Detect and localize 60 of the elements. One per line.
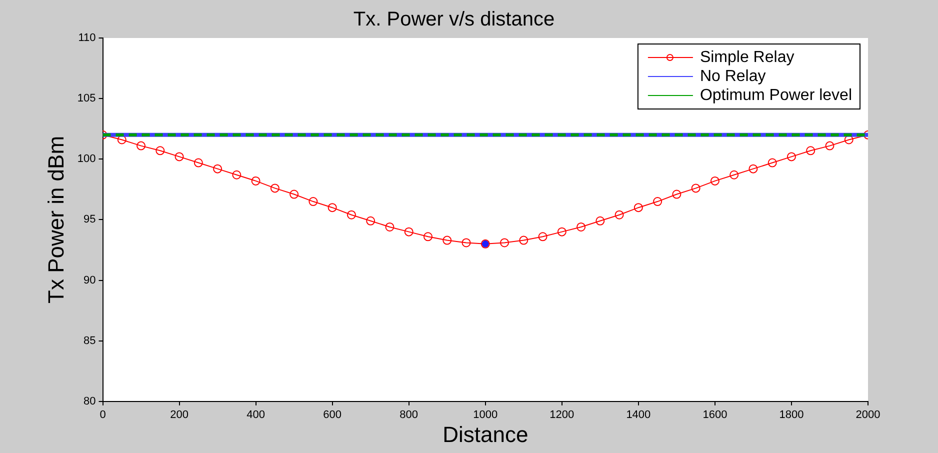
point [691,184,700,193]
point [806,146,816,156]
point [825,141,834,150]
point [404,227,414,236]
legend-label: Simple Relay [700,48,794,66]
legend-label: No Relay [700,68,766,85]
x-tick-label: 800 [400,409,418,422]
point [328,203,337,212]
point [557,227,566,236]
x-tick-label: 400 [246,409,265,422]
point [576,222,586,232]
point [156,146,165,156]
point [290,190,299,199]
legend-label: Optimum Power level [700,86,852,104]
y-tick-label: 100 [77,153,96,166]
x-tick-label: 0 [100,409,106,422]
point [194,158,203,168]
point [346,210,356,220]
point [519,236,528,245]
y-axis-title: Tx Power in dBm [43,136,68,304]
point [748,164,758,174]
point [710,176,720,186]
x-tick-label: 1000 [473,409,498,422]
x-tick-label: 1800 [779,409,804,422]
point [672,190,682,199]
point [174,152,184,162]
chart-title: Tx. Power v/s distance [353,8,555,31]
point [308,197,318,206]
x-tick-label: 1200 [550,409,574,422]
point [634,203,643,212]
point [500,238,510,248]
point [614,210,624,220]
y-tick-label: 110 [78,32,96,44]
point [251,176,260,186]
point [423,232,432,242]
point [786,152,796,162]
y-tick-label: 85 [84,334,96,347]
point [538,232,548,242]
point [730,170,739,180]
point [462,238,471,248]
point [442,236,452,245]
point [232,170,242,180]
x-axis-title: Distance [442,422,528,447]
point [596,216,605,226]
x-tick-label: 600 [323,409,342,422]
y-tick-label: 90 [84,274,96,286]
point [653,197,662,206]
x-tick-label: 2000 [856,409,880,422]
x-tick-label: 200 [170,409,188,422]
y-tick-label: 105 [77,92,96,105]
x-tick-label: 1400 [626,409,651,422]
point [366,216,376,226]
point [270,184,280,193]
y-tick-label: 80 [84,395,96,408]
point [768,158,777,168]
point [385,222,394,232]
point [213,164,222,174]
y-tick-label: 95 [84,214,96,226]
x-tick-label: 1600 [702,409,728,422]
point [136,141,146,150]
